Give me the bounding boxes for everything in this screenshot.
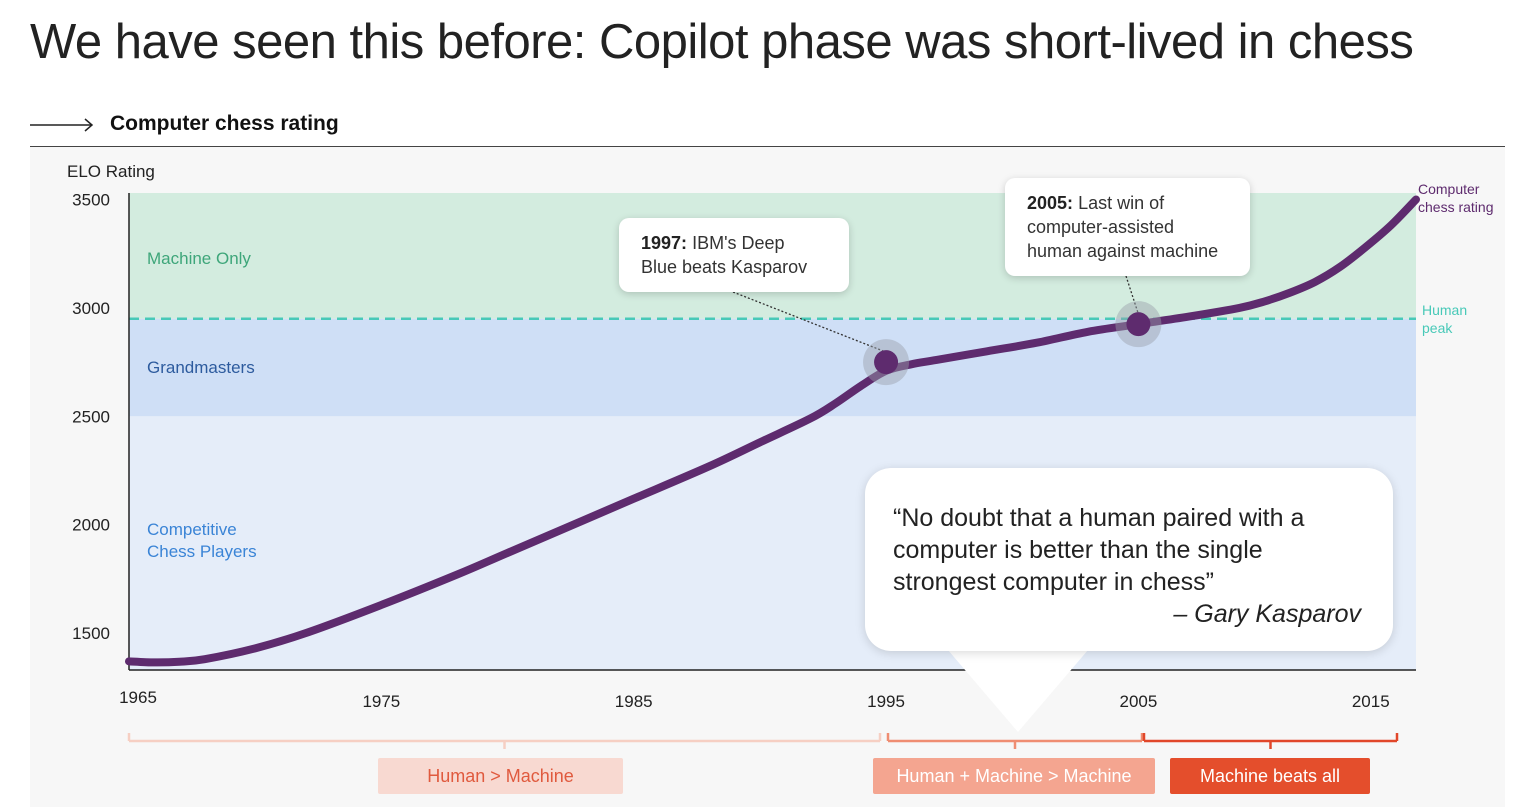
x-tick-label-1975: 1975	[362, 692, 400, 711]
band-label-competitive-line1: Competitive	[147, 520, 237, 539]
page-title: We have seen this before: Copilot phase …	[30, 15, 1414, 69]
marker-dot-1	[1126, 312, 1151, 337]
band-label-machine-only: Machine Only	[147, 249, 251, 268]
y-tick-label-2500: 2500	[72, 407, 110, 426]
callout-1997-bold: 1997:	[641, 233, 688, 253]
arrow-right-icon	[30, 118, 94, 132]
callout-1997-line2: Blue beats Kasparov	[641, 257, 808, 277]
x-tick-label-2005: 2005	[1119, 692, 1157, 711]
marker-leader-0	[732, 291, 887, 353]
quote-pointer	[948, 650, 1088, 732]
y-axis-label: ELO Rating	[67, 162, 155, 181]
series-label-line2: chess rating	[1418, 199, 1493, 215]
quote-author: – Gary Kasparov	[1173, 600, 1361, 628]
section-header: Computer chess rating	[30, 110, 1505, 147]
callout-1997-line1: IBM's Deep	[692, 233, 785, 253]
human-peak-label-line1: Human	[1422, 302, 1467, 318]
marker-leader-1	[1125, 275, 1140, 315]
x-tick-label-1985: 1985	[615, 692, 653, 711]
x-tick-label-2015: 2015	[1352, 692, 1390, 711]
band-grandmasters	[129, 318, 1416, 417]
quote-box: “No doubt that a human paired with a com…	[865, 468, 1393, 651]
callout-2005: 2005: Last win of computer-assisted huma…	[1005, 178, 1250, 276]
phase-machine-beats-all: Machine beats all	[1170, 758, 1370, 794]
phase-human-plus-machine: Human + Machine > Machine	[873, 758, 1155, 794]
y-tick-label-3500: 3500	[72, 191, 110, 210]
quote-line-1: “No doubt that a human paired with a	[893, 504, 1305, 532]
y-tick-label-1500: 1500	[72, 624, 110, 643]
band-label-grandmasters: Grandmasters	[147, 358, 255, 377]
human-peak-label-line2: peak	[1422, 320, 1453, 336]
callout-2005-bold: 2005:	[1027, 193, 1074, 213]
section-label: Computer chess rating	[110, 112, 339, 135]
x-tick-label-1965: 1965	[119, 688, 157, 707]
callout-2005-line1: Last win of	[1078, 193, 1165, 213]
y-tick-label-2000: 2000	[72, 516, 110, 535]
quote-line-3: strongest computer in chess”	[893, 568, 1214, 596]
marker-dot-0	[874, 350, 899, 375]
callout-1997: 1997: IBM's Deep Blue beats Kasparov	[619, 218, 849, 292]
band-label-competitive-line2: Chess Players	[147, 542, 257, 561]
y-tick-label-3000: 3000	[72, 299, 110, 318]
series-label-line1: Computer	[1418, 181, 1480, 197]
x-tick-label-1995: 1995	[867, 692, 905, 711]
callout-2005-line3: human against machine	[1027, 241, 1219, 261]
callout-2005-line2: computer-assisted	[1027, 217, 1175, 237]
quote-line-2: computer is better than the single	[893, 536, 1263, 564]
phase-human-over-machine: Human > Machine	[378, 758, 623, 794]
computer-rating-line	[125, 195, 1420, 667]
